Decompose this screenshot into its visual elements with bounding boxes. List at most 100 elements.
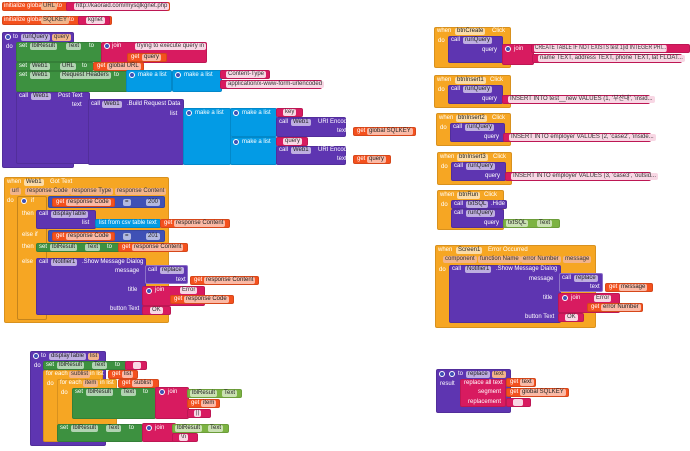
gear-icon[interactable] (5, 34, 11, 40)
global-name-field[interactable]: URL (41, 3, 58, 10)
gear-icon[interactable] (562, 295, 568, 301)
gear-icon[interactable] (233, 139, 239, 145)
param-error-number[interactable]: error Number (521, 256, 561, 263)
component-dropdown[interactable]: Notifier1 (51, 259, 78, 266)
procedure-dropdown[interactable]: runQuery (463, 86, 493, 93)
param-list[interactable]: list (88, 353, 100, 360)
string-value[interactable]: application/x-www-form-urlencoded (226, 81, 325, 88)
string-value[interactable]: INSERT INTO employer VALUES (3, 'case3',… (511, 173, 659, 180)
string-value[interactable]: trying to execute query in (135, 43, 207, 50)
string-value[interactable]: OK (150, 307, 163, 314)
variable-dropdown[interactable]: text (520, 379, 534, 386)
variable-dropdown[interactable]: global SQLKEY (520, 389, 566, 396)
procedure-dropdown[interactable]: runQuery (463, 37, 493, 44)
gear-icon[interactable] (33, 353, 39, 359)
string-value[interactable]: key (283, 109, 297, 116)
variable-dropdown[interactable]: response Code (66, 199, 111, 206)
procedure-dropdown[interactable]: replace (160, 267, 184, 274)
replace-all-text-block[interactable] (460, 379, 506, 407)
property-dropdown[interactable]: URL (60, 63, 77, 70)
component-dropdown[interactable]: Web1 (30, 63, 50, 70)
param-response-code[interactable]: response Code (25, 188, 70, 195)
string-value[interactable]: Error (180, 287, 198, 294)
component-dropdown[interactable]: btnInsert1 (455, 77, 486, 84)
component-dropdown[interactable]: Screen1 (456, 247, 483, 254)
procedure-dropdown[interactable]: replace (574, 275, 598, 282)
gear-icon[interactable] (159, 389, 165, 395)
url-string-value[interactable]: http://kaoraid.com/mysqlkgnet.php (74, 3, 170, 10)
param-url[interactable]: url (10, 188, 21, 195)
param-query[interactable]: query (52, 34, 72, 41)
component-dropdown[interactable]: Notifier1 (465, 266, 492, 273)
gear-icon[interactable] (505, 46, 511, 52)
property-dropdown[interactable]: Text (537, 220, 553, 227)
procedure-name-field[interactable]: displayTable (49, 353, 87, 360)
gear-icon[interactable] (21, 198, 27, 204)
property-dropdown[interactable]: Text (66, 43, 82, 50)
component-dropdown[interactable]: lblResult (86, 389, 114, 396)
component-dropdown[interactable]: btnInsert3 (457, 154, 488, 161)
global-name-field[interactable]: SQLKEY (41, 17, 70, 24)
variable-dropdown[interactable]: query (142, 54, 162, 61)
string-value[interactable]: INSERT INTO test__new VALUES (1, '부산대', … (508, 96, 655, 103)
variable-dropdown[interactable]: item (201, 400, 217, 407)
component-dropdown[interactable]: Web1 (102, 101, 122, 108)
component-dropdown[interactable]: lblResult (71, 425, 99, 432)
string-value[interactable]: name TEXT, address TEXT, phone TEXT, lat… (538, 55, 685, 62)
procedure-name-field[interactable]: runQuery (21, 34, 51, 41)
string-value[interactable]: query (283, 138, 303, 145)
string-value[interactable]: Content-Type (226, 71, 267, 78)
component-dropdown[interactable]: Web1 (24, 179, 44, 186)
make-a-list-block[interactable] (126, 70, 172, 92)
component-dropdown[interactable]: btnInsert2 (456, 115, 487, 122)
gear-icon[interactable] (146, 288, 152, 294)
component-dropdown[interactable]: lblResult (30, 43, 58, 50)
property-dropdown[interactable]: Text (92, 362, 108, 369)
property-dropdown[interactable]: Request Headers (60, 72, 111, 79)
param-component[interactable]: component (443, 256, 477, 263)
component-dropdown[interactable]: Web1 (291, 119, 311, 126)
loop-variable-field[interactable]: item (83, 380, 99, 387)
string-value[interactable] (133, 362, 141, 369)
variable-dropdown[interactable]: list (122, 371, 134, 378)
param-response-type[interactable]: response Type (70, 188, 114, 195)
variable-dropdown[interactable]: error Number (601, 304, 641, 311)
component-dropdown[interactable]: lblResult (57, 362, 85, 369)
sqlkey-string-value[interactable]: kgnet (86, 17, 105, 24)
txtsql-text-getter-block[interactable] (503, 219, 560, 228)
info-icon[interactable] (449, 371, 455, 377)
gear-icon[interactable] (175, 72, 181, 78)
component-dropdown[interactable]: txtSQL (506, 220, 529, 227)
component-dropdown[interactable]: Web1 (31, 93, 51, 100)
property-dropdown[interactable]: Text (121, 389, 137, 396)
operator-dropdown[interactable]: = (123, 199, 131, 206)
gear-icon[interactable] (439, 371, 445, 377)
string-value[interactable] (513, 399, 523, 406)
number-field[interactable]: 200 (146, 199, 161, 206)
component-dropdown[interactable]: lblResult (175, 425, 203, 432)
component-dropdown[interactable]: btnCreate (455, 28, 486, 35)
param-text[interactable]: text (492, 371, 506, 378)
component-dropdown[interactable]: Web1 (291, 147, 311, 154)
loop-variable-field[interactable]: sublist (69, 371, 91, 378)
string-value[interactable]: CREATE TABLE IF NOT EXISTS test 1(id INT… (534, 45, 667, 52)
param-message[interactable]: message (563, 256, 592, 263)
string-value[interactable]: OK (565, 314, 578, 321)
property-dropdown[interactable]: Text (222, 390, 238, 397)
component-dropdown[interactable]: btnRun (457, 192, 481, 199)
variable-dropdown[interactable]: global SQLKEY (367, 128, 413, 135)
string-value[interactable]: || (194, 410, 202, 417)
procedure-name-field[interactable]: replace (466, 371, 490, 378)
number-field[interactable]: 201 (146, 233, 161, 240)
component-dropdown[interactable]: lblResult (50, 244, 78, 251)
param-function-name[interactable]: function Name (478, 256, 521, 263)
property-dropdown[interactable]: Text (106, 425, 122, 432)
variable-dropdown[interactable]: response Content (204, 277, 256, 284)
gear-icon[interactable] (233, 110, 239, 116)
procedure-dropdown[interactable]: displayTable (51, 211, 89, 218)
gear-icon[interactable] (146, 425, 152, 431)
variable-dropdown[interactable]: message (619, 284, 648, 291)
param-response-content[interactable]: response Content (115, 188, 167, 195)
string-value[interactable]: \n (179, 434, 189, 441)
